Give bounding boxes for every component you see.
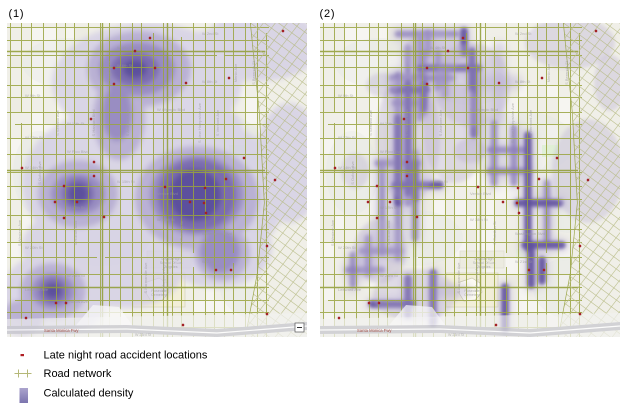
svg-text:Road network: Road network bbox=[44, 368, 112, 380]
svg-text:(1): (1) bbox=[9, 8, 25, 20]
svg-text:Calculated density: Calculated density bbox=[44, 388, 134, 400]
svg-text:Late night road accident locat: Late night road accident locations bbox=[44, 350, 208, 362]
svg-text:(2): (2) bbox=[320, 8, 336, 20]
